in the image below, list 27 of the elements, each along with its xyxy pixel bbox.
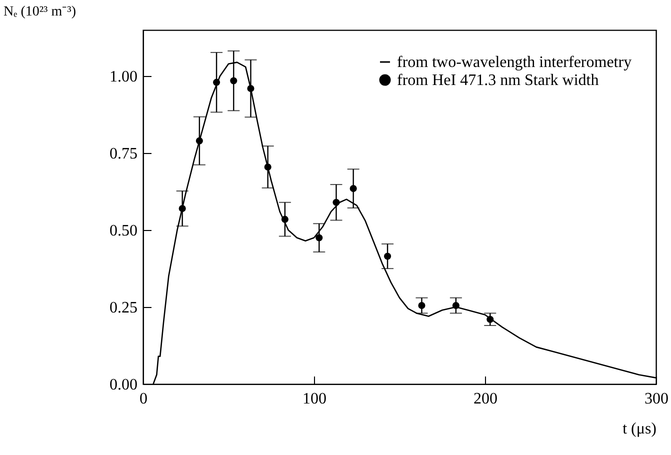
point [281, 216, 288, 223]
point [384, 252, 392, 260]
x-tick-label: 100 [302, 390, 326, 408]
y-tick-label: 0.25 [110, 300, 138, 317]
point [230, 77, 238, 84]
x-tick-label: 0 [140, 390, 148, 408]
x-tick-label: 300 [644, 390, 668, 408]
point [350, 185, 357, 192]
x-axis-title: t (μs) [622, 420, 656, 438]
point [332, 198, 340, 206]
point [452, 302, 460, 310]
point [178, 205, 186, 212]
legend-label: from two-wavelength interferometry [397, 54, 632, 71]
point [196, 137, 203, 144]
legend-label: from HeI 471.3 nm Stark width [397, 72, 599, 89]
y-tick-label: 0.00 [110, 376, 138, 394]
y-tick-label: 0.75 [110, 146, 138, 163]
point [264, 163, 272, 171]
point [247, 84, 254, 92]
point [486, 316, 494, 323]
y-tick-label: 0.50 [110, 222, 138, 240]
point [212, 78, 220, 86]
point [316, 234, 323, 242]
x-tick-label: 200 [474, 390, 498, 408]
y-axis-title: Nₑ (10²³ m⁻³) [4, 4, 76, 20]
y-tick-label: 1.00 [110, 68, 138, 86]
point [418, 302, 426, 310]
